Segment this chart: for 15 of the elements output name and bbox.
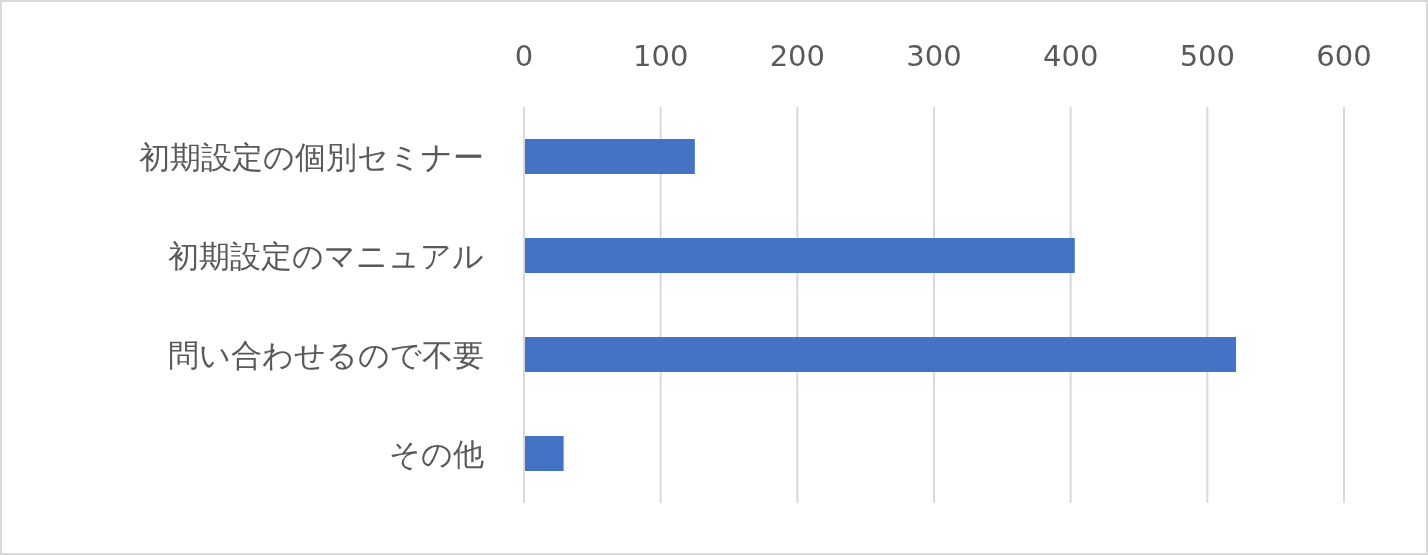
y-tick-label: 初期設定のマニュアル — [168, 237, 484, 274]
x-tick-label: 600 — [1316, 39, 1372, 73]
bar — [524, 238, 1075, 273]
bar — [524, 337, 1237, 372]
x-tick-label: 400 — [1042, 39, 1099, 73]
x-tick-label: 0 — [514, 39, 534, 73]
y-tick-label: 問い合わせるので不要 — [168, 336, 484, 373]
x-tick-label: 200 — [769, 39, 826, 73]
x-tick-label: 300 — [906, 39, 962, 73]
x-tick-label: 500 — [1179, 39, 1236, 73]
bar — [524, 436, 564, 471]
y-tick-label: その他 — [389, 435, 484, 472]
y-tick-label: 初期設定の個別セミナー — [139, 138, 484, 175]
x-tick-label: 100 — [632, 39, 689, 73]
bar — [524, 139, 695, 174]
